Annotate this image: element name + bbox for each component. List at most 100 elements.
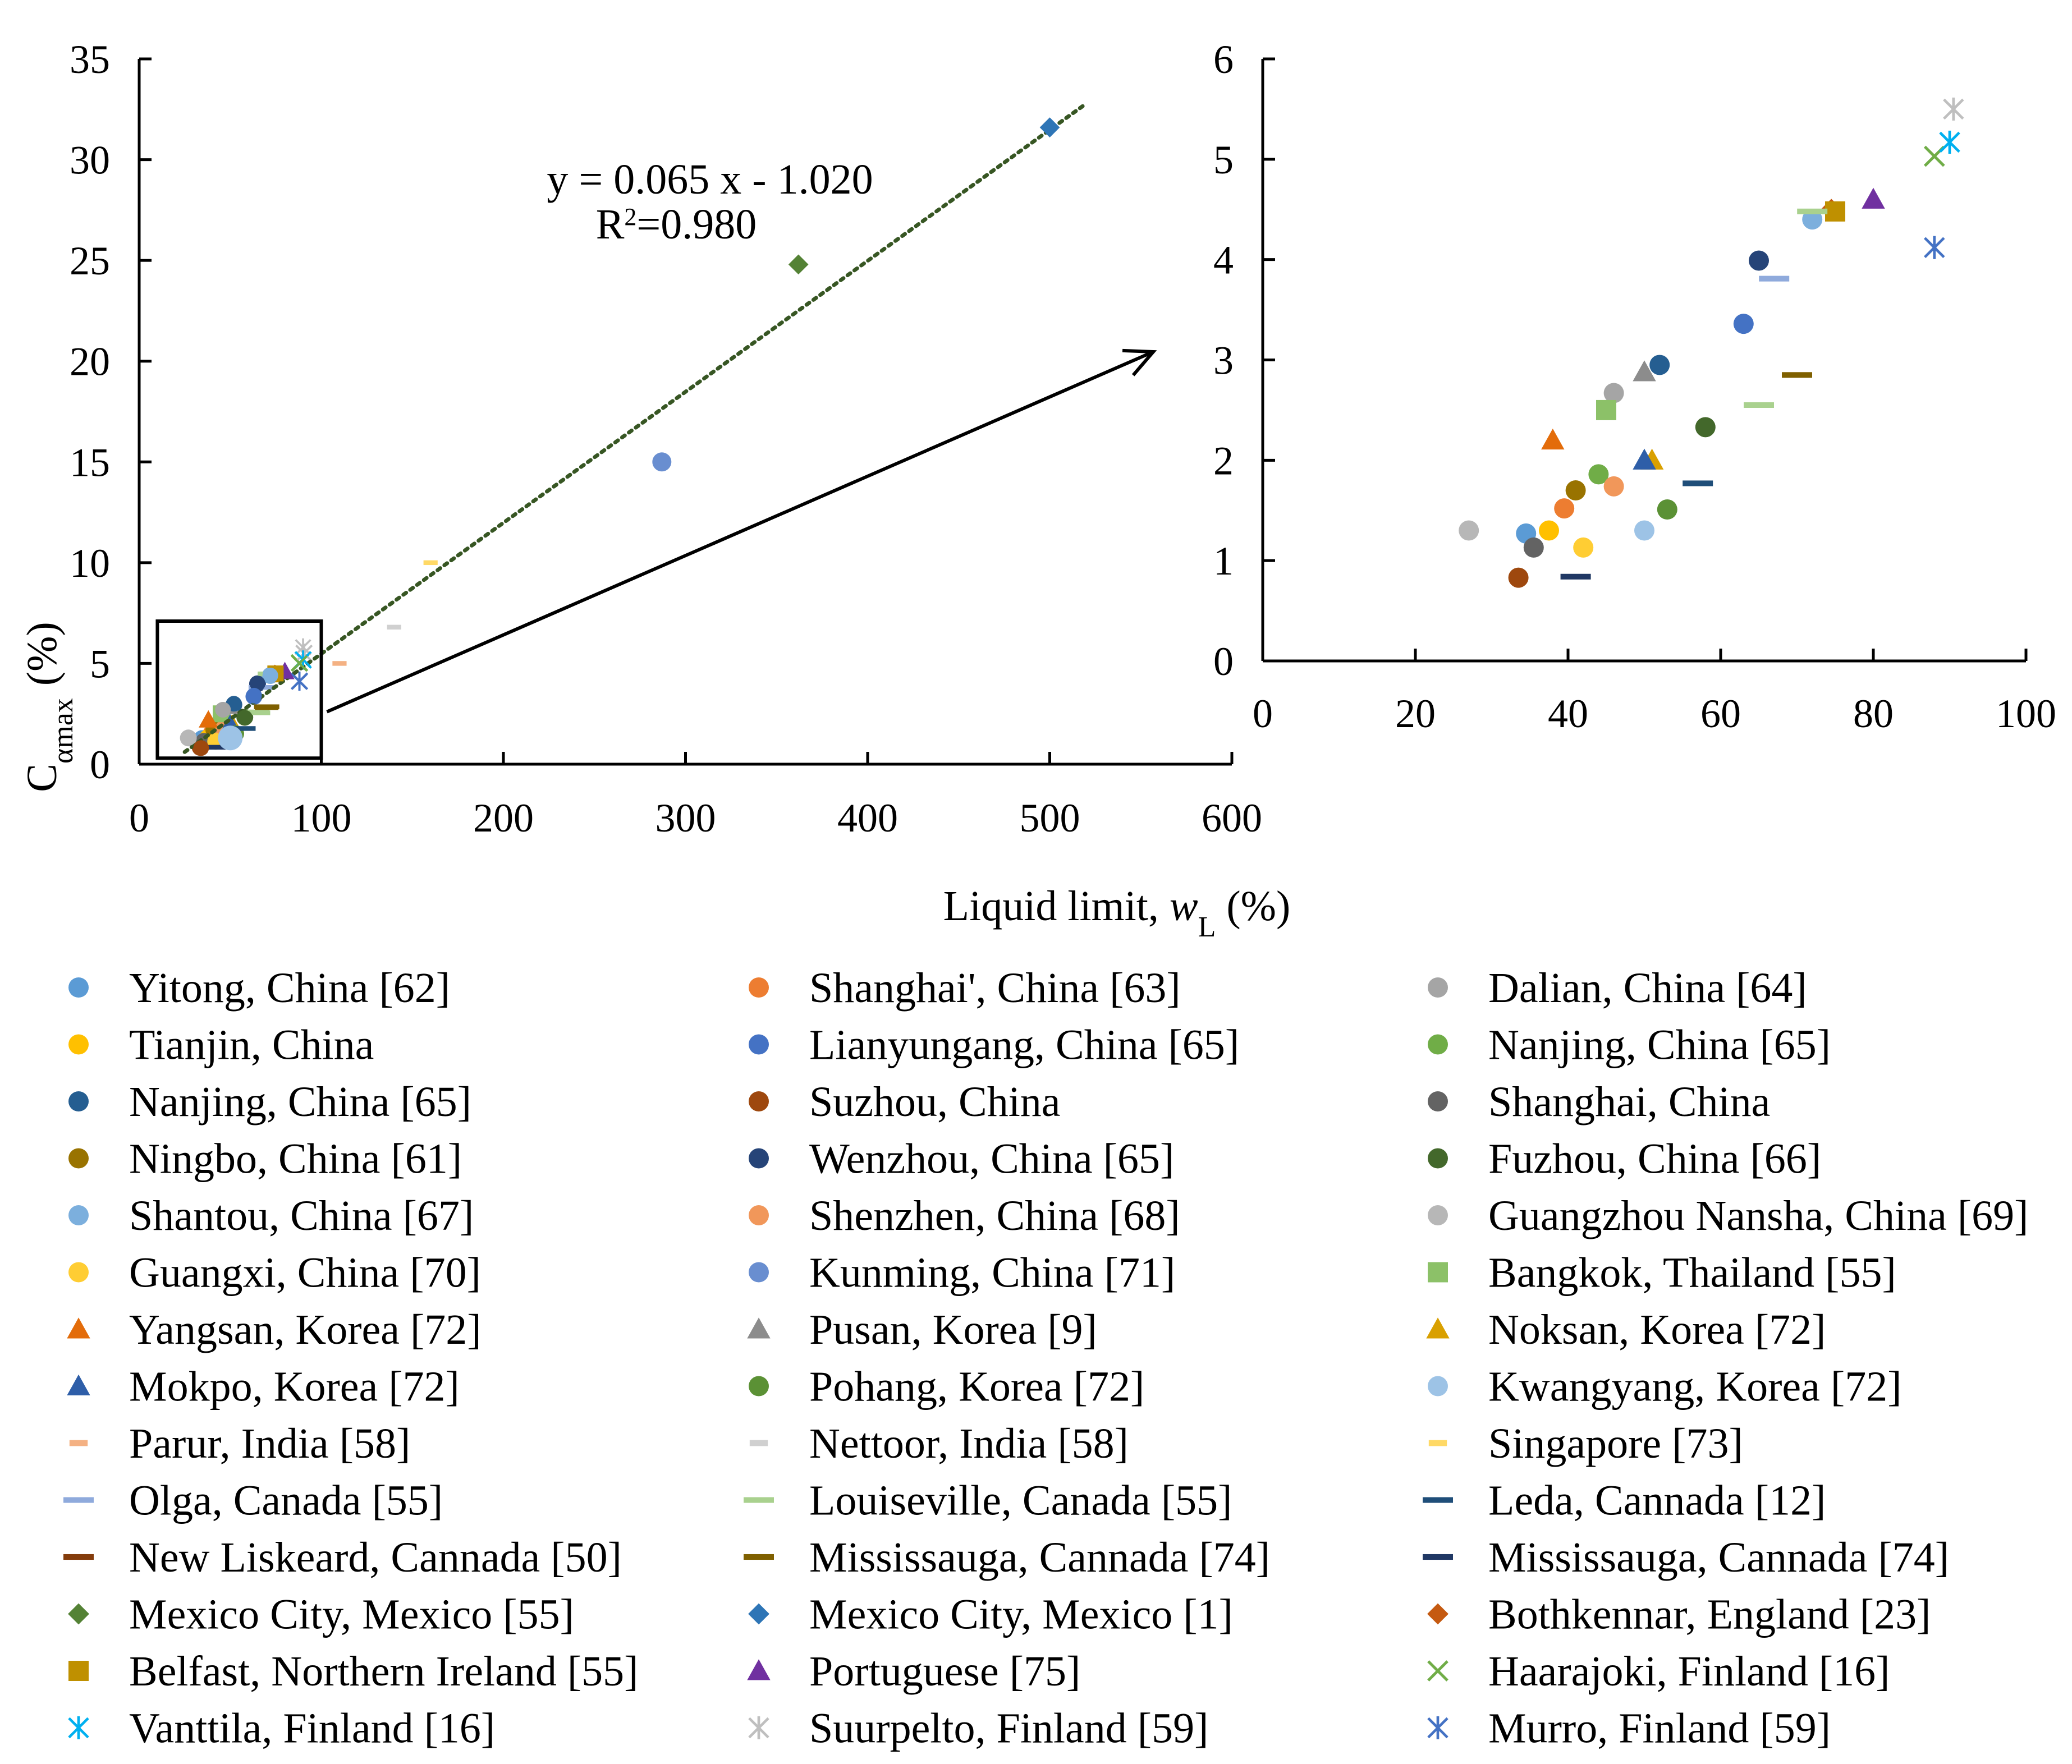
legend-item: Yangsan, Korea [72] xyxy=(67,1306,482,1353)
legend-label: Louiseville, Canada [55] xyxy=(809,1477,1232,1524)
legend-label: Portuguese [75] xyxy=(809,1648,1080,1695)
legend-marker xyxy=(67,1317,90,1339)
legend-item: Tianjin, China xyxy=(68,1022,374,1069)
legend-label: Kwangyang, Korea [72] xyxy=(1488,1363,1902,1411)
legend-marker xyxy=(748,1716,769,1740)
legend-item: Nanjing, China [65] xyxy=(68,1078,471,1126)
legend-item: Suzhou, China xyxy=(749,1078,1061,1126)
data-point xyxy=(245,709,269,714)
x-axis-title-var: w xyxy=(1170,883,1198,930)
legend-label: Mexico City, Mexico [1] xyxy=(809,1591,1233,1638)
trendline-r2-value: =0.980 xyxy=(636,201,757,248)
inset-data-point xyxy=(1541,428,1565,450)
legend-marker xyxy=(749,1205,769,1225)
main-y-tick-label: 30 xyxy=(70,138,110,183)
y-axis-title-sub: αmax xyxy=(47,698,79,764)
legend-marker xyxy=(1428,1148,1448,1169)
data-point xyxy=(237,710,253,726)
legend-label: Pohang, Korea [72] xyxy=(809,1363,1144,1411)
legend: Yitong, China [62] Shanghai', China [63] D… xyxy=(63,964,2028,1752)
legend-marker xyxy=(68,1716,89,1740)
data-point xyxy=(291,655,308,672)
legend-marker xyxy=(1428,1034,1448,1055)
main-cluster-point xyxy=(230,726,256,731)
legend-item: Shenzhen, China [68] xyxy=(749,1192,1180,1239)
legend-label: Mexico City, Mexico [55] xyxy=(129,1591,574,1638)
legend-label: Yangsan, Korea [72] xyxy=(129,1306,482,1353)
data-point xyxy=(262,667,278,683)
legend-label: Bothkennar, England [23] xyxy=(1488,1591,1931,1638)
inset-y-tick-label: 5 xyxy=(1213,137,1234,182)
data-point xyxy=(332,661,347,666)
legend-label: Guangxi, China [70] xyxy=(129,1250,481,1297)
inset-data-point xyxy=(1782,372,1812,378)
legend-item: Suurpelto, Finland [59] xyxy=(748,1705,1208,1752)
data-point xyxy=(1039,117,1060,137)
legend-marker xyxy=(749,1148,769,1169)
legend-marker xyxy=(68,1661,89,1681)
data-point xyxy=(255,705,279,710)
legend-marker xyxy=(68,1034,89,1055)
inset-data-point xyxy=(1565,480,1586,500)
legend-marker xyxy=(748,1603,769,1625)
x-axis-title: Liquid limit, wL (%) xyxy=(943,883,1291,943)
inset-data-point xyxy=(1695,417,1716,438)
legend-marker xyxy=(749,1376,769,1396)
inset-data-point xyxy=(1633,448,1656,470)
legend-item: Dalian, China [64] xyxy=(1428,964,1807,1012)
legend-marker xyxy=(68,1091,89,1111)
legend-item: Vanttila, Finland [16] xyxy=(68,1705,495,1752)
inset-y-tick-label: 2 xyxy=(1213,438,1234,483)
main-x-tick-label: 200 xyxy=(473,796,534,840)
main-y-tick-label: 25 xyxy=(70,238,110,283)
legend-label: Wenzhou, China [65] xyxy=(809,1136,1174,1183)
legend-item: Bothkennar, England [23] xyxy=(1427,1591,1931,1638)
legend-marker xyxy=(749,1034,769,1055)
inset-data-point xyxy=(1588,464,1609,485)
legend-item: Noksan, Korea [72] xyxy=(1426,1306,1826,1353)
trendline xyxy=(182,102,1088,754)
inset-data-point xyxy=(1554,498,1575,519)
inset-data-point xyxy=(1825,201,1845,222)
trendline-r2-sup: 2 xyxy=(624,203,636,231)
main-cluster-point xyxy=(201,745,227,750)
legend-label: Singapore [73] xyxy=(1488,1420,1743,1467)
inset-plot: 0 20 40 60 80 100 0 1 2 3 4 5 6 xyxy=(1213,37,2056,736)
legend-label: Dalian, China [64] xyxy=(1488,964,1807,1012)
x-axis-title-unit: (%) xyxy=(1216,883,1290,930)
legend-item: Shantou, China [67] xyxy=(68,1192,474,1239)
legend-label: Shenzhen, China [68] xyxy=(809,1192,1180,1239)
legend-marker xyxy=(749,1440,768,1446)
legend-label: Guangzhou Nansha, China [69] xyxy=(1488,1192,2028,1239)
legend-marker xyxy=(744,1554,774,1560)
legend-item: Yitong, China [62] xyxy=(68,964,450,1012)
inset-data-point xyxy=(1560,573,1591,580)
legend-item: Singapore [73] xyxy=(1428,1420,1743,1467)
inset-x-tick-label: 40 xyxy=(1548,691,1588,736)
legend-marker xyxy=(747,1317,771,1339)
main-y-tick-label: 20 xyxy=(70,339,110,384)
data-point xyxy=(291,672,308,691)
main-y-tick-label: 10 xyxy=(70,541,110,586)
inset-y-tick-label: 6 xyxy=(1213,37,1234,82)
legend-marker xyxy=(749,1262,769,1283)
legend-label: Lianyungang, China [65] xyxy=(809,1022,1239,1069)
y-axis-title-unit: (%) xyxy=(19,622,66,686)
legend-label: Ningbo, China [61] xyxy=(129,1136,462,1183)
inset-data-point xyxy=(1759,275,1790,282)
legend-marker xyxy=(1428,1091,1448,1111)
main-x-tick-label: 300 xyxy=(655,796,716,840)
legend-item: Portuguese [75] xyxy=(747,1648,1080,1695)
inset-data-point xyxy=(1634,520,1654,541)
data-point xyxy=(387,624,401,630)
data-point xyxy=(180,730,196,746)
legend-label: Mississauga, Cannada [74] xyxy=(809,1534,1270,1581)
legend-label: Shantou, China [67] xyxy=(129,1192,474,1239)
inset-data-point xyxy=(1573,537,1594,558)
legend-marker xyxy=(749,1091,769,1111)
inset-data-point xyxy=(1539,520,1559,541)
legend-label: Suzhou, China xyxy=(809,1078,1061,1126)
main-x-tick-label: 0 xyxy=(129,796,149,840)
legend-item: Shanghai', China [63] xyxy=(749,964,1181,1012)
